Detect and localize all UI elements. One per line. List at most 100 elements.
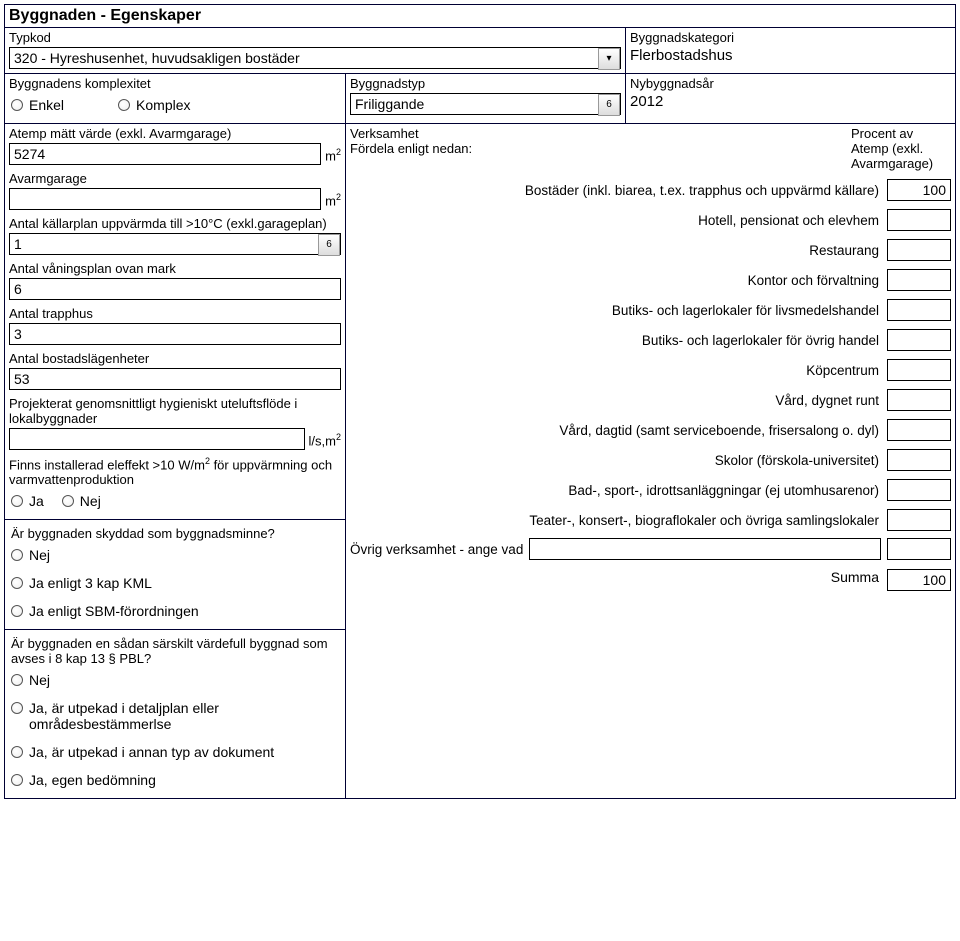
vaningsplan-label: Antal våningsplan ovan mark bbox=[9, 261, 341, 276]
verksamhet-header: Verksamhet Fördela enligt nedan: Procent… bbox=[346, 124, 955, 175]
radio-icon bbox=[11, 99, 23, 111]
radio-icon bbox=[11, 746, 23, 758]
nybyggnadsar-label: Nybyggnadsår bbox=[630, 76, 951, 91]
verksamhet-row: Bad-, sport-, idrottsanläggningar (ej ut… bbox=[346, 475, 955, 505]
radio-nej[interactable]: Nej bbox=[62, 493, 101, 509]
verksamhet-row-input[interactable] bbox=[887, 419, 951, 441]
form-title: Byggnaden - Egenskaper bbox=[5, 5, 955, 27]
verksamhet-row-label: Köpcentrum bbox=[350, 363, 887, 378]
fordela-label: Fördela enligt nedan: bbox=[350, 141, 851, 156]
verksamhet-row-label: Skolor (förskola-universitet) bbox=[350, 453, 887, 468]
radio-komplex[interactable]: Komplex bbox=[118, 97, 190, 113]
verksamhet-rows: Bostäder (inkl. biarea, t.ex. trapphus o… bbox=[346, 175, 955, 535]
verksamhet-row: Skolor (förskola-universitet) bbox=[346, 445, 955, 475]
radio-icon bbox=[11, 577, 23, 589]
verksamhet-row-input[interactable] bbox=[887, 209, 951, 231]
summa-label: Summa bbox=[350, 569, 887, 591]
typkod-value: 320 - Hyreshusenhet, huvudsakligen bostä… bbox=[14, 50, 300, 66]
verksamhet-row-input[interactable] bbox=[887, 359, 951, 381]
verksamhet-row-label: Butiks- och lagerlokaler för livsmedelsh… bbox=[350, 303, 887, 318]
kategori-value: Flerbostadshus bbox=[630, 45, 951, 64]
verksamhet-label: Verksamhet bbox=[350, 126, 851, 141]
verksamhet-row: Köpcentrum bbox=[346, 355, 955, 385]
avarmgarage-input[interactable] bbox=[9, 188, 321, 210]
byggnadstyp-select[interactable]: Friliggande 6 bbox=[350, 93, 621, 115]
verksamhet-row: Restaurang bbox=[346, 235, 955, 265]
verksamhet-row-label: Restaurang bbox=[350, 243, 887, 258]
summa-row: Summa 100 bbox=[346, 563, 955, 601]
radio-icon bbox=[11, 674, 23, 686]
verksamhet-row-input[interactable] bbox=[887, 329, 951, 351]
radio-skyddad-nej[interactable]: Nej bbox=[9, 541, 341, 569]
typkod-label: Typkod bbox=[9, 30, 621, 45]
chevron-down-icon[interactable]: 6 bbox=[318, 234, 340, 256]
procent-label: Procent av Atemp (exkl. Avarmgarage) bbox=[851, 126, 951, 171]
verksamhet-row-input[interactable] bbox=[887, 239, 951, 261]
ovrig-value-input[interactable] bbox=[887, 538, 951, 560]
verksamhet-row: Bostäder (inkl. biarea, t.ex. trapphus o… bbox=[346, 175, 955, 205]
main-columns: Atemp mätt värde (exkl. Avarmgarage) 527… bbox=[5, 123, 955, 798]
verksamhet-row-label: Kontor och förvaltning bbox=[350, 273, 887, 288]
kallarplan-label: Antal källarplan uppvärmda till >10°C (e… bbox=[9, 216, 341, 231]
byggnadstyp-value: Friliggande bbox=[355, 96, 424, 112]
verksamhet-row: Hotell, pensionat och elevhem bbox=[346, 205, 955, 235]
ovrig-text-input[interactable] bbox=[529, 538, 881, 560]
chevron-down-icon[interactable]: 6 bbox=[598, 94, 620, 116]
row-komplexitet: Byggnadens komplexitet Enkel Komplex Byg… bbox=[5, 73, 955, 123]
radio-icon bbox=[11, 605, 23, 617]
hygien-input[interactable] bbox=[9, 428, 305, 450]
summa-value: 100 bbox=[887, 569, 951, 591]
verksamhet-row-input[interactable] bbox=[887, 509, 951, 531]
verksamhet-row: Teater-, konsert-, biograflokaler och öv… bbox=[346, 505, 955, 535]
left-column: Atemp mätt värde (exkl. Avarmgarage) 527… bbox=[5, 124, 345, 798]
radio-icon bbox=[62, 495, 74, 507]
byggnadstyp-label: Byggnadstyp bbox=[350, 76, 621, 91]
hygien-label: Projekterat genomsnittligt hygieniskt ut… bbox=[9, 396, 341, 426]
nybyggnadsar-value: 2012 bbox=[630, 91, 951, 110]
chevron-down-icon[interactable]: ▾ bbox=[598, 48, 620, 70]
verksamhet-row: Kontor och förvaltning bbox=[346, 265, 955, 295]
verksamhet-row-input[interactable] bbox=[887, 389, 951, 411]
radio-icon bbox=[118, 99, 130, 111]
verksamhet-row-label: Vård, dygnet runt bbox=[350, 393, 887, 408]
verksamhet-row-label: Bostäder (inkl. biarea, t.ex. trapphus o… bbox=[350, 183, 887, 198]
verksamhet-row-label: Hotell, pensionat och elevhem bbox=[350, 213, 887, 228]
radio-komplex-label: Komplex bbox=[136, 97, 190, 113]
verksamhet-row: Butiks- och lagerlokaler för livsmedelsh… bbox=[346, 295, 955, 325]
bostad-input[interactable]: 53 bbox=[9, 368, 341, 390]
verksamhet-row-input[interactable] bbox=[887, 269, 951, 291]
form-container: Byggnaden - Egenskaper Typkod 320 - Hyre… bbox=[4, 4, 956, 799]
radio-pbl-egen[interactable]: Ja, egen bedömning bbox=[9, 766, 341, 794]
unit-lsm2: l/s,m2 bbox=[309, 432, 341, 450]
row-typkod: Typkod 320 - Hyreshusenhet, huvudsaklige… bbox=[5, 27, 955, 73]
trapphus-input[interactable]: 3 bbox=[9, 323, 341, 345]
avarmgarage-label: Avarmgarage bbox=[9, 171, 341, 186]
kallarplan-select[interactable]: 1 6 bbox=[9, 233, 341, 255]
verksamhet-row: Vård, dagtid (samt serviceboende, friser… bbox=[346, 415, 955, 445]
radio-ja[interactable]: Ja bbox=[11, 493, 44, 509]
verksamhet-row-input[interactable] bbox=[887, 449, 951, 471]
komplexitet-label: Byggnadens komplexitet bbox=[9, 76, 341, 91]
radio-skyddad-sbm[interactable]: Ja enligt SBM-förordningen bbox=[9, 597, 341, 625]
verksamhet-row-label: Bad-, sport-, idrottsanläggningar (ej ut… bbox=[350, 483, 887, 498]
eleffekt-label: Finns installerad eleffekt >10 W/m2 för … bbox=[9, 456, 341, 487]
verksamhet-row-input[interactable] bbox=[887, 299, 951, 321]
unit-m2: m2 bbox=[325, 192, 341, 210]
bostad-label: Antal bostadslägenheter bbox=[9, 351, 341, 366]
radio-pbl-nej[interactable]: Nej bbox=[9, 666, 341, 694]
radio-skyddad-kml[interactable]: Ja enligt 3 kap KML bbox=[9, 569, 341, 597]
verksamhet-row-input[interactable] bbox=[887, 479, 951, 501]
verksamhet-row-input[interactable]: 100 bbox=[887, 179, 951, 201]
vaningsplan-input[interactable]: 6 bbox=[9, 278, 341, 300]
verksamhet-row: Vård, dygnet runt bbox=[346, 385, 955, 415]
radio-pbl-detaljplan[interactable]: Ja, är utpekad i detaljplan eller område… bbox=[9, 694, 341, 738]
radio-icon bbox=[11, 495, 23, 507]
radio-pbl-annan[interactable]: Ja, är utpekad i annan typ av dokument bbox=[9, 738, 341, 766]
typkod-select[interactable]: 320 - Hyreshusenhet, huvudsakligen bostä… bbox=[9, 47, 621, 69]
verksamhet-row-label: Butiks- och lagerlokaler för övrig hande… bbox=[350, 333, 887, 348]
verksamhet-row-label: Teater-, konsert-, biograflokaler och öv… bbox=[350, 513, 887, 528]
trapphus-label: Antal trapphus bbox=[9, 306, 341, 321]
atemp-input[interactable]: 5274 bbox=[9, 143, 321, 165]
ovrig-row: Övrig verksamhet - ange vad bbox=[346, 535, 955, 563]
radio-enkel[interactable]: Enkel bbox=[11, 97, 64, 113]
